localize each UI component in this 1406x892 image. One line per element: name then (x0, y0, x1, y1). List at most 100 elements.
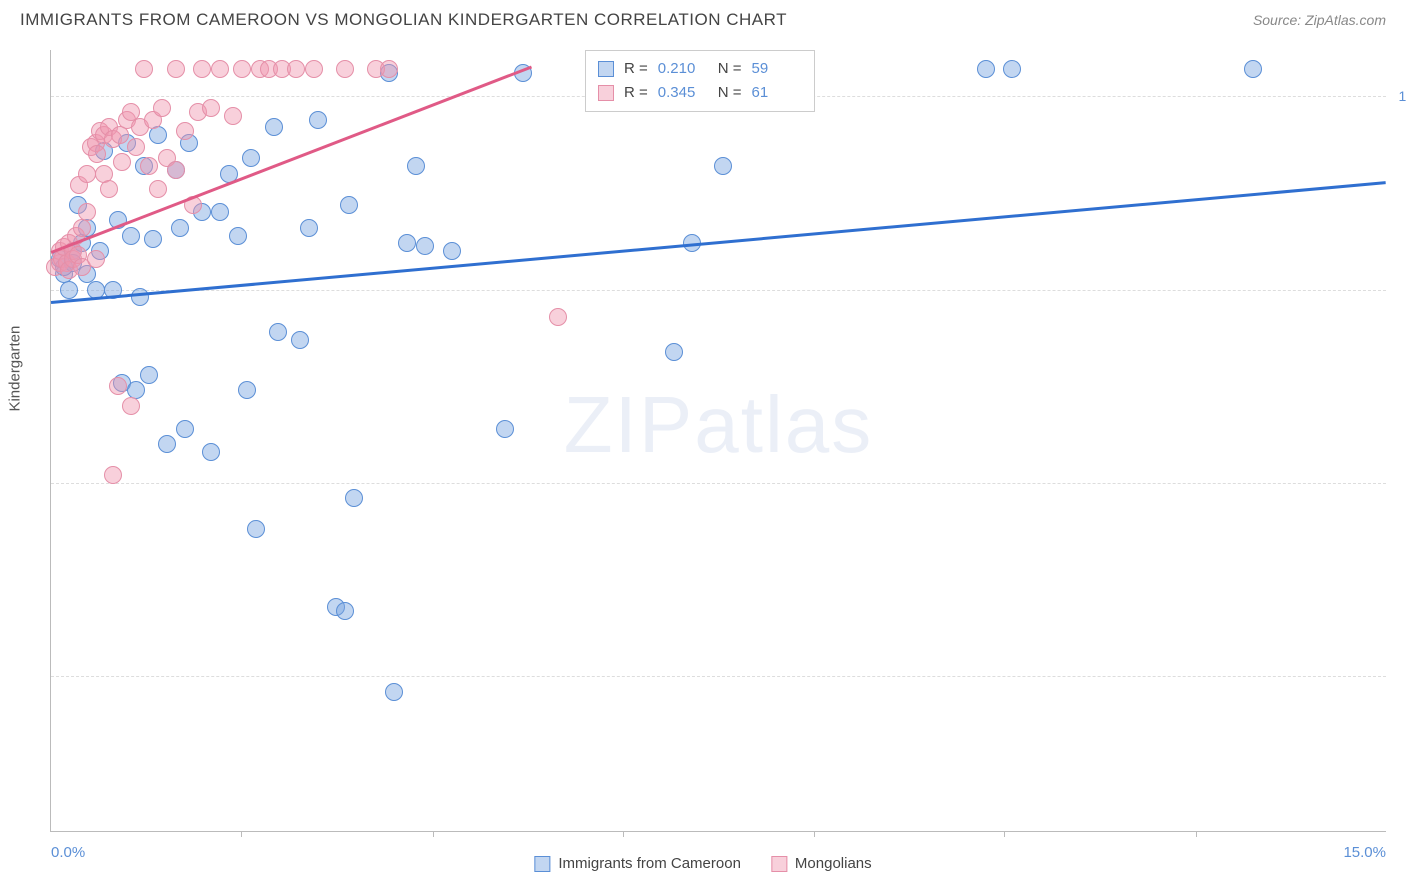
scatter-point-cameroon (416, 237, 434, 255)
scatter-point-mongolians (176, 122, 194, 140)
chart-legend: Immigrants from Cameroon Mongolians (534, 855, 871, 872)
x-tick (1004, 831, 1005, 837)
scatter-point-cameroon (122, 227, 140, 245)
scatter-point-mongolians (149, 180, 167, 198)
scatter-point-mongolians (104, 466, 122, 484)
scatter-point-cameroon (665, 343, 683, 361)
x-tick (433, 831, 434, 837)
scatter-point-mongolians (87, 250, 105, 268)
gridline-y (51, 290, 1386, 291)
scatter-point-mongolians (287, 60, 305, 78)
scatter-point-mongolians (167, 161, 185, 179)
scatter-point-mongolians (167, 60, 185, 78)
stats-r-value: 0.210 (658, 57, 708, 81)
scatter-point-cameroon (309, 111, 327, 129)
scatter-point-cameroon (1003, 60, 1021, 78)
stats-n-label: N = (718, 81, 742, 105)
scatter-point-mongolians (193, 60, 211, 78)
scatter-point-cameroon (291, 331, 309, 349)
trend-line-cameroon (51, 181, 1386, 303)
stats-box: R = 0.210 N = 59 R = 0.345 N = 61 (585, 50, 815, 112)
scatter-point-mongolians (78, 203, 96, 221)
scatter-point-cameroon (158, 435, 176, 453)
chart-source: Source: ZipAtlas.com (1253, 12, 1386, 28)
chart-header: IMMIGRANTS FROM CAMEROON VS MONGOLIAN KI… (0, 0, 1406, 38)
stats-r-label: R = (624, 57, 648, 81)
scatter-point-mongolians (549, 308, 567, 326)
stats-r-label: R = (624, 81, 648, 105)
scatter-point-cameroon (977, 60, 995, 78)
scatter-point-mongolians (127, 138, 145, 156)
scatter-point-cameroon (1244, 60, 1262, 78)
scatter-point-cameroon (407, 157, 425, 175)
scatter-point-cameroon (496, 420, 514, 438)
scatter-point-cameroon (140, 366, 158, 384)
stats-swatch (598, 61, 614, 77)
stats-r-value: 0.345 (658, 81, 708, 105)
scatter-point-cameroon (202, 443, 220, 461)
scatter-point-cameroon (345, 489, 363, 507)
scatter-point-mongolians (73, 219, 91, 237)
watermark-bold: ZIP (564, 380, 694, 469)
scatter-point-mongolians (224, 107, 242, 125)
legend-label: Mongolians (795, 855, 872, 872)
scatter-point-cameroon (398, 234, 416, 252)
scatter-point-mongolians (113, 153, 131, 171)
scatter-point-cameroon (443, 242, 461, 260)
stats-n-value: 61 (752, 81, 802, 105)
scatter-point-mongolians (153, 99, 171, 117)
scatter-point-mongolians (211, 60, 229, 78)
scatter-point-cameroon (336, 602, 354, 620)
x-tick (814, 831, 815, 837)
scatter-point-mongolians (88, 145, 106, 163)
scatter-point-mongolians (109, 377, 127, 395)
scatter-point-cameroon (229, 227, 247, 245)
y-tick-label: 100.0% (1399, 88, 1406, 104)
x-tick (623, 831, 624, 837)
scatter-point-cameroon (176, 420, 194, 438)
scatter-point-mongolians (78, 165, 96, 183)
legend-label: Immigrants from Cameroon (558, 855, 741, 872)
legend-item-mongolians: Mongolians (771, 855, 872, 872)
scatter-point-cameroon (238, 381, 256, 399)
stats-n-label: N = (718, 57, 742, 81)
scatter-point-mongolians (202, 99, 220, 117)
scatter-point-mongolians (336, 60, 354, 78)
x-axis-max-label: 15.0% (1343, 844, 1386, 861)
scatter-point-cameroon (144, 230, 162, 248)
scatter-point-cameroon (265, 118, 283, 136)
scatter-point-cameroon (149, 126, 167, 144)
x-axis-min-label: 0.0% (51, 844, 85, 861)
gridline-y (51, 483, 1386, 484)
gridline-y (51, 676, 1386, 677)
stats-row-cameroon: R = 0.210 N = 59 (598, 57, 802, 81)
scatter-point-cameroon (171, 219, 189, 237)
legend-swatch-cameroon (534, 856, 550, 872)
scatter-point-mongolians (305, 60, 323, 78)
scatter-point-mongolians (100, 180, 118, 198)
scatter-point-cameroon (300, 219, 318, 237)
x-tick (241, 831, 242, 837)
legend-swatch-mongolians (771, 856, 787, 872)
scatter-point-cameroon (385, 683, 403, 701)
chart-title: IMMIGRANTS FROM CAMEROON VS MONGOLIAN KI… (20, 10, 787, 30)
scatter-point-cameroon (340, 196, 358, 214)
stats-row-mongolians: R = 0.345 N = 61 (598, 81, 802, 105)
scatter-point-cameroon (60, 281, 78, 299)
scatter-point-cameroon (211, 203, 229, 221)
scatter-point-mongolians (233, 60, 251, 78)
scatter-point-mongolians (380, 60, 398, 78)
scatter-point-cameroon (242, 149, 260, 167)
scatter-point-cameroon (247, 520, 265, 538)
stats-n-value: 59 (752, 57, 802, 81)
legend-item-cameroon: Immigrants from Cameroon (534, 855, 741, 872)
scatter-point-mongolians (135, 60, 153, 78)
y-axis-title: Kindergarten (7, 326, 24, 412)
scatter-point-mongolians (140, 157, 158, 175)
watermark-light: atlas (694, 380, 873, 469)
scatter-point-cameroon (269, 323, 287, 341)
stats-swatch (598, 85, 614, 101)
scatter-point-cameroon (131, 288, 149, 306)
watermark: ZIPatlas (564, 379, 873, 471)
x-tick (1196, 831, 1197, 837)
